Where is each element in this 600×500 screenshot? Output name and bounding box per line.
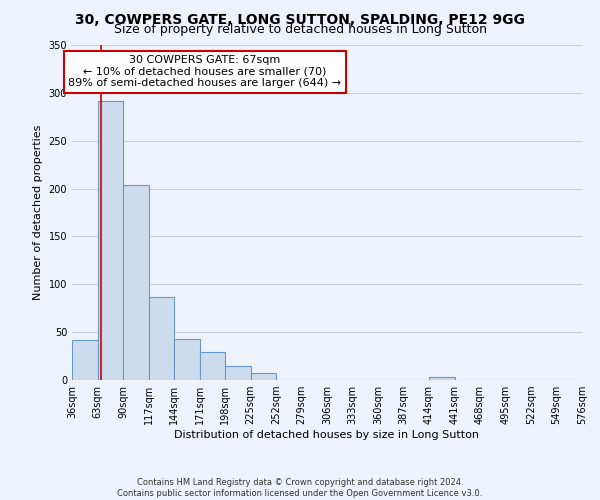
Bar [174,339,199,380]
Bar [429,377,455,380]
Bar [225,366,251,380]
Bar [251,374,276,380]
Bar [149,296,174,380]
Bar [200,352,225,380]
Bar [97,102,123,380]
Text: 30 COWPERS GATE: 67sqm
← 10% of detached houses are smaller (70)
89% of semi-det: 30 COWPERS GATE: 67sqm ← 10% of detached… [68,55,341,88]
Text: 30, COWPERS GATE, LONG SUTTON, SPALDING, PE12 9GG: 30, COWPERS GATE, LONG SUTTON, SPALDING,… [75,12,525,26]
X-axis label: Distribution of detached houses by size in Long Sutton: Distribution of detached houses by size … [175,430,479,440]
Text: Contains HM Land Registry data © Crown copyright and database right 2024.
Contai: Contains HM Land Registry data © Crown c… [118,478,482,498]
Text: Size of property relative to detached houses in Long Sutton: Size of property relative to detached ho… [113,22,487,36]
Bar [72,340,97,380]
Y-axis label: Number of detached properties: Number of detached properties [33,125,43,300]
Bar [123,184,149,380]
